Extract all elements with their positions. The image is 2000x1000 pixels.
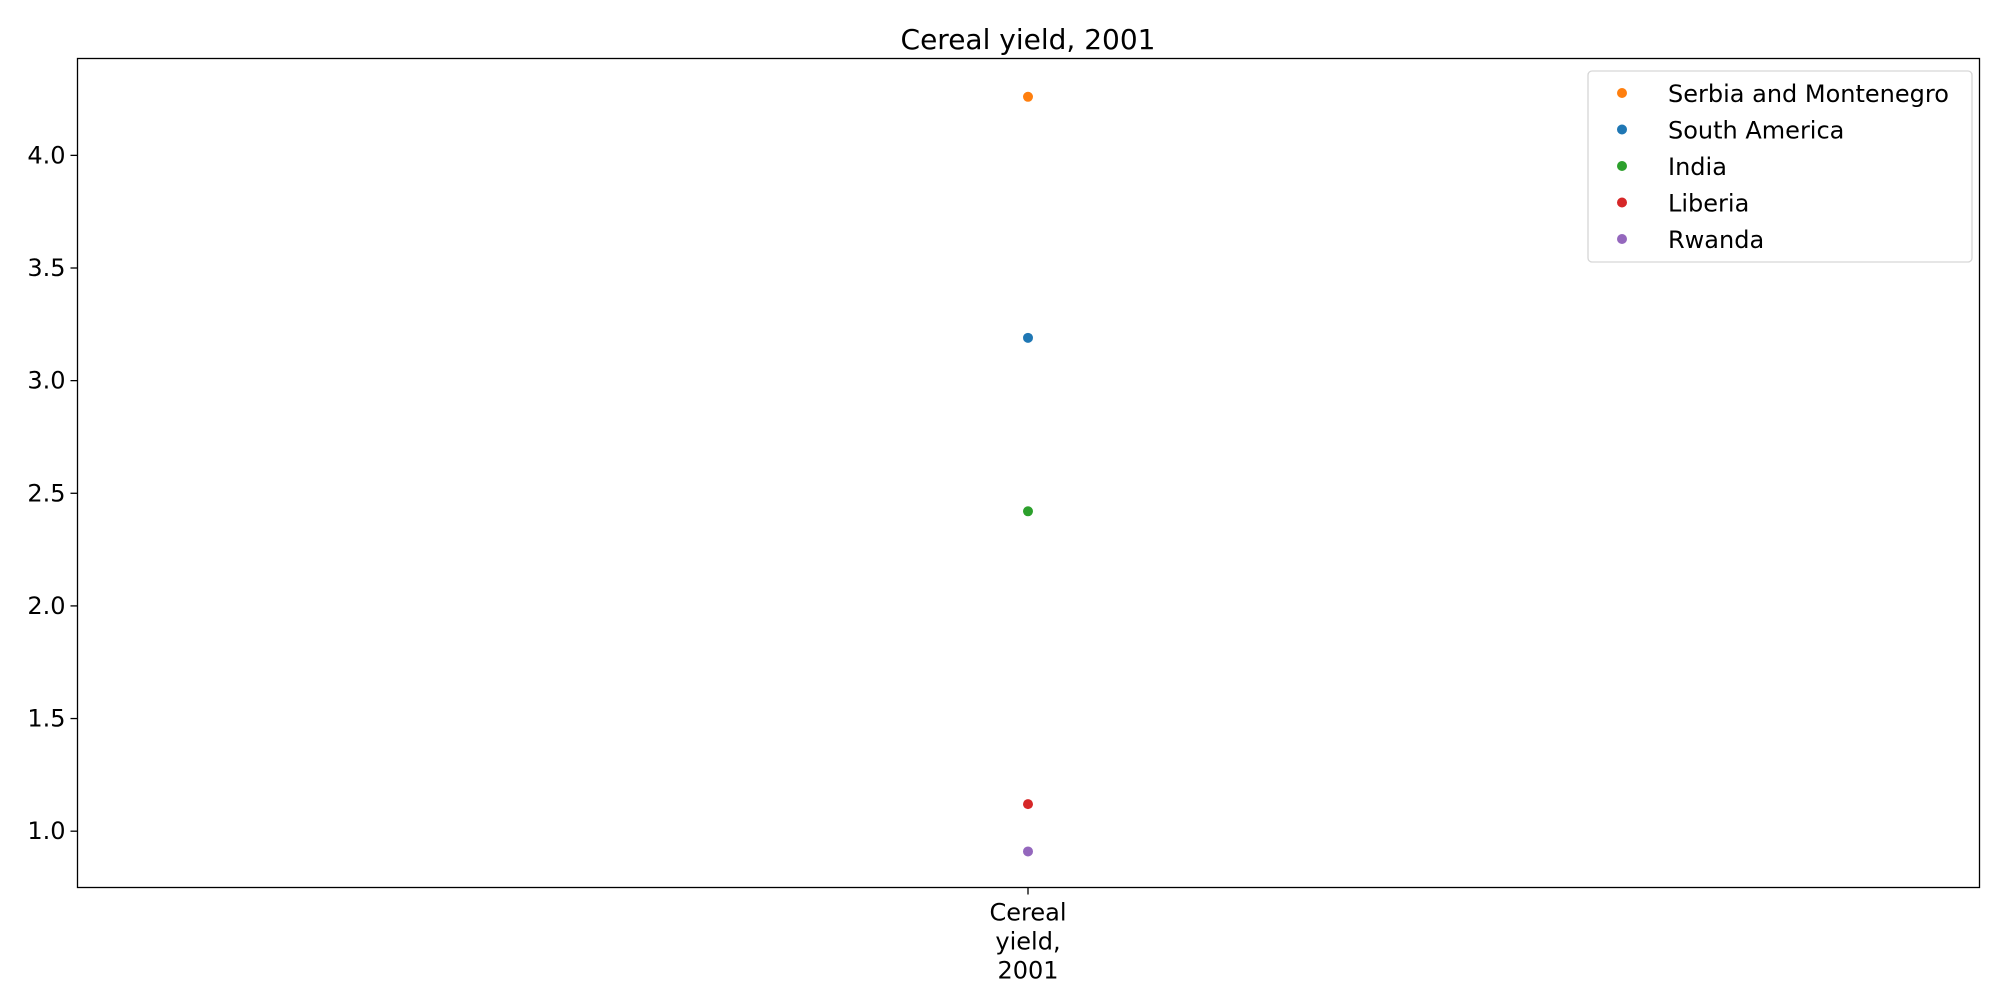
- x-tick-label-line: yield,: [995, 928, 1060, 956]
- legend: Serbia and Montenegro South America India L…: [1587, 70, 1973, 263]
- data-point: [1023, 846, 1033, 857]
- x-axis: Cereal yield, 2001: [989, 887, 1067, 985]
- y-tick-label: 2.0: [27, 592, 65, 620]
- y-tick-label: 3.0: [27, 367, 65, 395]
- legend-marker: [1617, 234, 1627, 244]
- legend-label: South America: [1668, 117, 1844, 145]
- legend-label: Liberia: [1668, 190, 1749, 218]
- data-point: [1023, 91, 1033, 102]
- legend-marker: [1617, 88, 1627, 98]
- legend-label: India: [1668, 153, 1727, 181]
- x-tick-label-line: 2001: [997, 957, 1058, 985]
- legend-marker: [1617, 197, 1627, 208]
- chart-title: Cereal yield, 2001: [901, 23, 1156, 56]
- x-tick-label-line: Cereal: [989, 899, 1066, 927]
- y-tick-label: 1.5: [27, 705, 65, 733]
- legend-marker: [1617, 161, 1627, 171]
- y-tick-label: 1.0: [27, 817, 65, 845]
- data-point: [1023, 506, 1033, 517]
- y-tick-label: 3.5: [27, 254, 65, 282]
- legend-marker: [1617, 124, 1627, 135]
- data-points: [1023, 91, 1033, 857]
- plot-area-frame: [76, 57, 1981, 889]
- y-axis: 1.0 1.5 2.0 2.5 3.0 3.5 4.0: [27, 141, 78, 845]
- legend-box: [1587, 70, 1973, 263]
- legend-label: Rwanda: [1668, 226, 1764, 254]
- data-point: [1023, 799, 1033, 810]
- y-tick-label: 2.5: [27, 479, 65, 507]
- y-tick-label: 4.0: [27, 141, 65, 169]
- data-point: [1023, 332, 1033, 343]
- legend-label: Serbia and Montenegro: [1668, 80, 1949, 108]
- x-tick-label: Cereal yield, 2001: [989, 899, 1066, 985]
